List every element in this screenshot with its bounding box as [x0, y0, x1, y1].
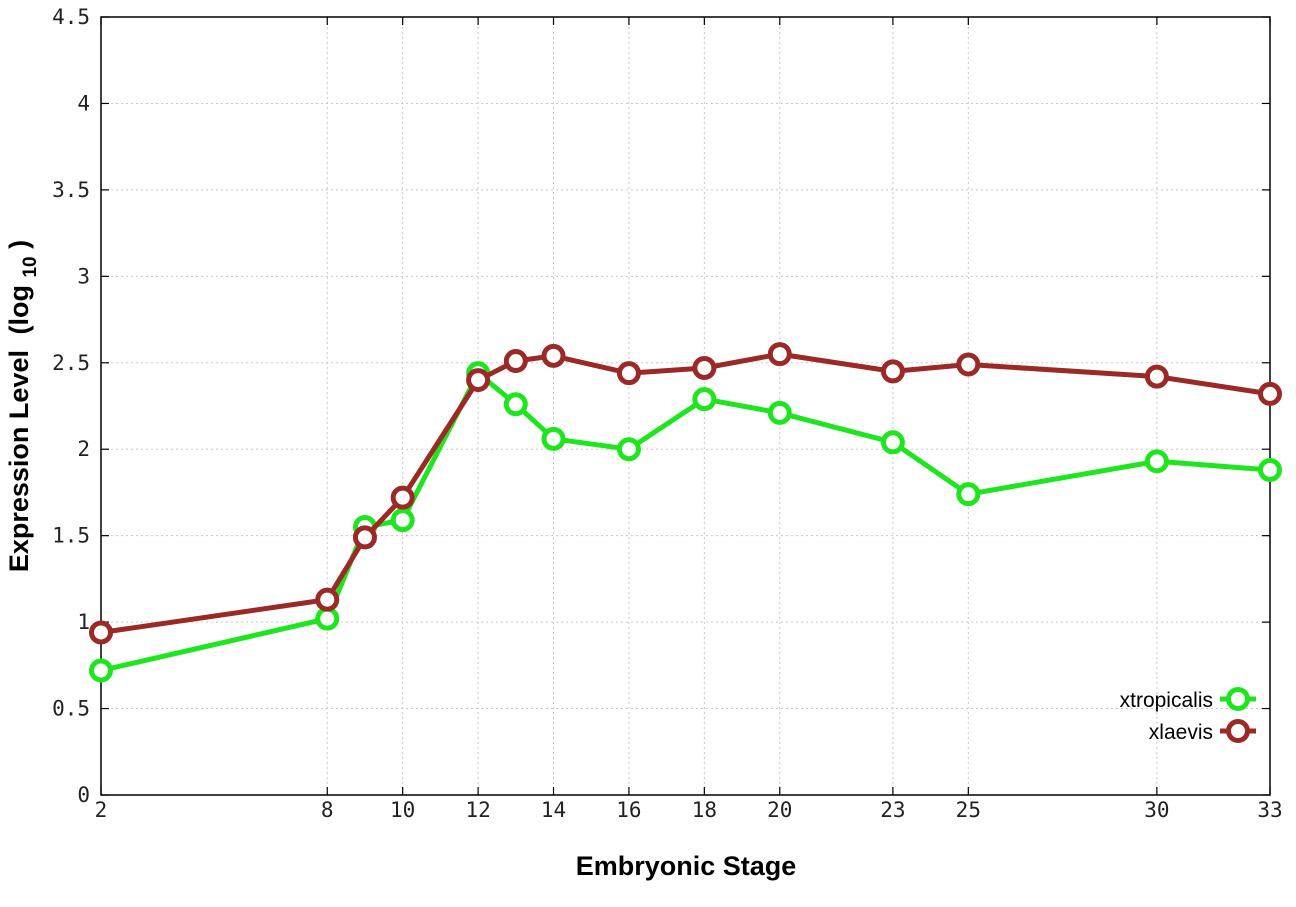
- x-tick-label: 23: [880, 798, 905, 822]
- data-point: [89, 658, 113, 683]
- data-point: [767, 342, 792, 367]
- data-point: [466, 368, 491, 393]
- data-point: [616, 437, 641, 462]
- data-point: [1144, 364, 1169, 389]
- data-point: [390, 508, 415, 533]
- data-point: [541, 343, 566, 368]
- data-point: [503, 392, 528, 417]
- y-tick-label: 4.5: [52, 5, 90, 29]
- y-axis-title-main: Expression Level: [4, 350, 34, 572]
- series-line: [100, 351, 1271, 635]
- x-tick-label: 25: [956, 798, 981, 822]
- y-tick-label: 1.5: [52, 524, 90, 548]
- legend-item: xtropicalis: [1120, 687, 1256, 712]
- y-tick-label: 2.5: [52, 351, 90, 375]
- x-axis-title: Embryonic Stage: [576, 851, 797, 881]
- x-tick-label: 2: [95, 798, 108, 822]
- data-point: [390, 485, 415, 510]
- x-tick-label: 8: [321, 798, 334, 822]
- x-tick-label: 14: [541, 798, 566, 822]
- data-point: [315, 606, 340, 631]
- legend-item: xlaevis: [1149, 719, 1256, 744]
- y-tick-label: 1: [77, 610, 90, 634]
- data-point: [692, 387, 717, 412]
- series-line: [100, 370, 1271, 673]
- data-point: [880, 359, 905, 384]
- data-point: [1258, 381, 1282, 406]
- x-tick-label: 16: [616, 798, 641, 822]
- x-tick-label: 18: [692, 798, 717, 822]
- legend-marker: [1226, 687, 1250, 711]
- data-point: [880, 430, 905, 455]
- series-xlaevis: [89, 342, 1282, 645]
- legend-label: xtropicalis: [1120, 689, 1213, 712]
- legend-marker: [1226, 719, 1250, 743]
- axis-ticks: 2 8 10 12 14 16 18 20 23 25 30 33 0 0.5 1 1.5 2 2.5 3 3.5 4 4…: [52, 5, 1283, 822]
- data-point: [956, 482, 981, 507]
- x-tick-label: 33: [1257, 798, 1282, 822]
- y-axis-title: Expression Level (log 10 ): [4, 240, 42, 572]
- y-axis-title-suffix: ): [4, 240, 34, 249]
- data-point: [1258, 457, 1282, 482]
- grid: [101, 17, 1270, 795]
- series-layer: [89, 342, 1282, 683]
- legend-label: xlaevis: [1149, 721, 1213, 744]
- data-point: [692, 355, 717, 380]
- y-tick-label: 3: [77, 264, 90, 288]
- plot-frame: [100, 16, 1271, 796]
- data-point: [315, 587, 340, 612]
- y-axis-title-subscript: 10: [20, 256, 41, 277]
- y-tick-label: 4: [77, 91, 90, 115]
- x-tick-label: 12: [465, 798, 490, 822]
- x-tick-label: 10: [390, 798, 415, 822]
- data-point: [352, 525, 377, 550]
- data-point: [616, 361, 641, 386]
- data-point: [541, 426, 566, 451]
- x-tick-label: 30: [1144, 798, 1169, 822]
- legend: xtropicalis xlaevis: [1120, 687, 1256, 744]
- data-point: [89, 620, 113, 645]
- y-tick-label: 0: [77, 783, 90, 807]
- y-axis-title-prefix: (log: [4, 285, 34, 334]
- y-tick-label: 3.5: [52, 178, 90, 202]
- series-xtropicalis: [89, 361, 1282, 683]
- data-point: [503, 349, 528, 374]
- data-point: [767, 400, 792, 425]
- data-point: [1144, 449, 1169, 474]
- y-tick-label: 2: [77, 437, 90, 461]
- x-tick-label: 20: [767, 798, 792, 822]
- y-tick-label: 0.5: [52, 697, 90, 721]
- data-point: [956, 352, 981, 377]
